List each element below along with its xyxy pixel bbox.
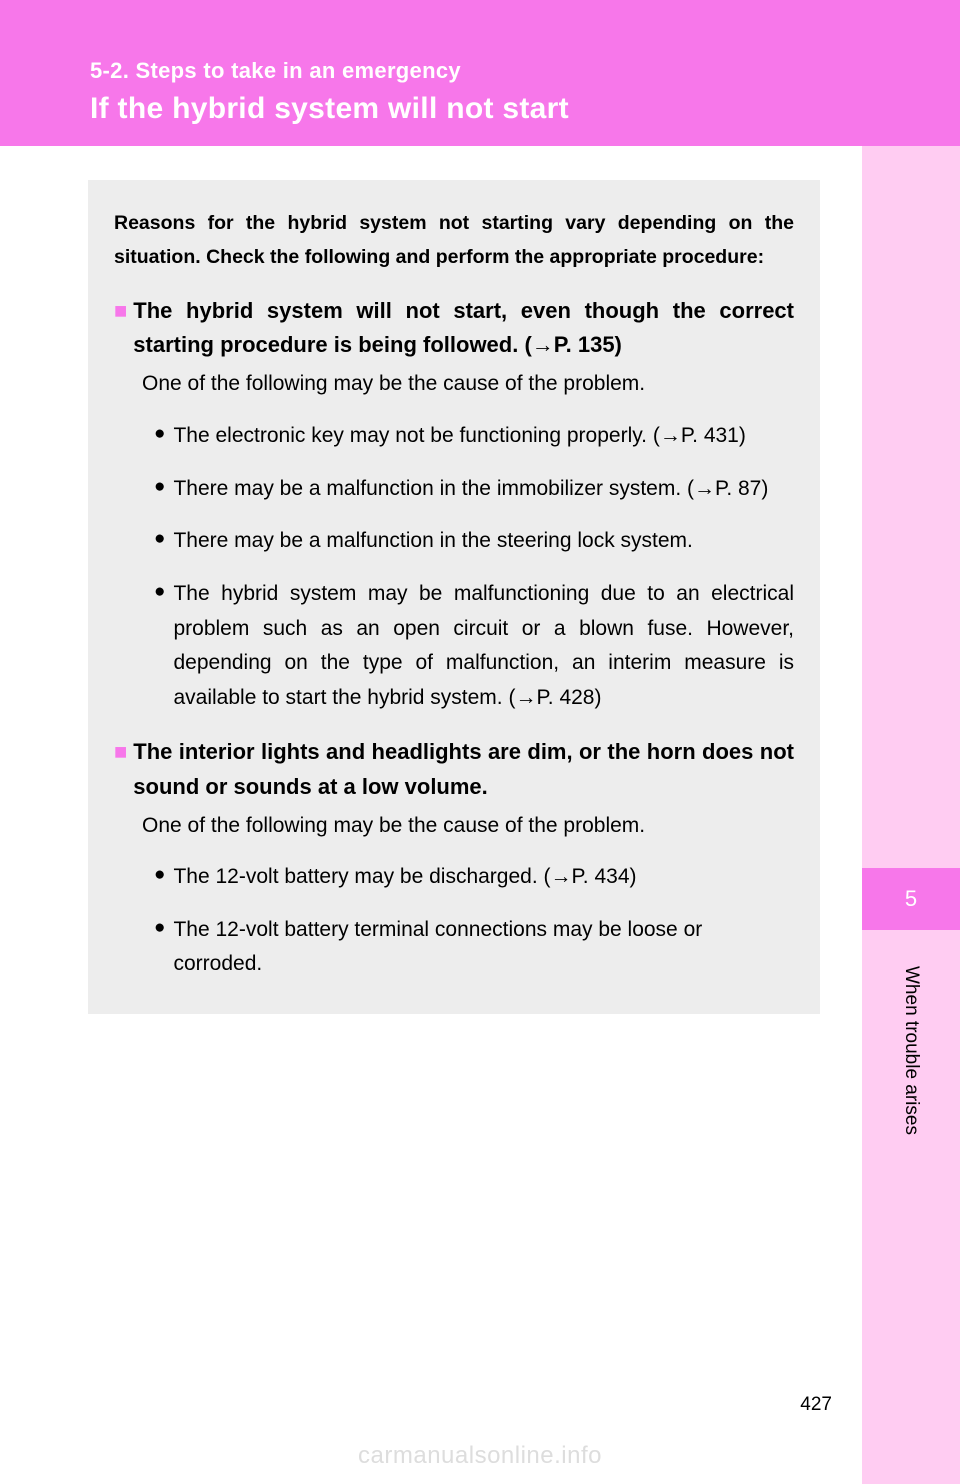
bullet-text: There may be a malfunction in the steeri…: [173, 524, 692, 559]
section-heading: The interior lights and headlights are d…: [114, 735, 794, 803]
bullet-item: The 12-volt battery terminal connections…: [154, 913, 794, 982]
heading-text-ref: P. 135): [554, 332, 622, 357]
disc-bullet-icon: [154, 524, 165, 554]
heading-text-pre: The hybrid system will not start, even t…: [133, 298, 794, 357]
page-header: 5-2. Steps to take in an emergency If th…: [0, 0, 960, 146]
bullet-item: The hybrid system may be malfunctioning …: [154, 577, 794, 716]
bullet-text: There may be a malfunction in the immobi…: [173, 472, 768, 507]
side-strip: [862, 146, 960, 1484]
disc-bullet-icon: [154, 472, 165, 502]
bullet-text-ref: P. 428): [536, 686, 601, 709]
disc-bullet-icon: [154, 913, 165, 943]
bullet-item: There may be a malfunction in the immobi…: [154, 472, 794, 507]
content-area: Reasons for the hybrid system not starti…: [0, 146, 862, 1484]
square-bullet-icon: [114, 735, 127, 769]
arrow-icon: [532, 332, 554, 357]
section-body: One of the following may be the cause of…: [142, 368, 794, 401]
bullet-text-pre: There may be a malfunction in the immobi…: [173, 477, 694, 500]
disc-bullet-icon: [154, 419, 165, 449]
bullet-item: There may be a malfunction in the steeri…: [154, 524, 794, 559]
section-heading: The hybrid system will not start, even t…: [114, 294, 794, 362]
page-number: 427: [800, 1394, 832, 1416]
page-title: If the hybrid system will not start: [90, 92, 960, 126]
bullet-text-ref: P. 431): [681, 424, 746, 447]
watermark-text: carmanualsonline.info: [358, 1442, 602, 1470]
arrow-icon: [660, 424, 681, 447]
section-heading-text: The hybrid system will not start, even t…: [133, 294, 794, 362]
manual-page: 5-2. Steps to take in an emergency If th…: [0, 0, 960, 1484]
disc-bullet-icon: [154, 577, 165, 607]
bullet-text: The electronic key may not be functionin…: [173, 419, 745, 454]
bullet-text: The hybrid system may be malfunctioning …: [173, 577, 794, 716]
section-label: 5-2. Steps to take in an emergency: [90, 58, 960, 84]
bullet-text-ref: P. 434): [572, 865, 637, 888]
bullet-text-pre: The hybrid system may be malfunctioning …: [173, 582, 794, 709]
arrow-icon: [694, 477, 715, 500]
chapter-tab: 5: [862, 868, 960, 930]
disc-bullet-icon: [154, 860, 165, 890]
bullet-text-pre: The 12-volt battery may be discharged. (: [173, 865, 550, 888]
intro-text: Reasons for the hybrid system not starti…: [114, 206, 794, 274]
square-bullet-icon: [114, 294, 127, 328]
bullet-text: The 12-volt battery terminal connections…: [173, 913, 794, 982]
section-body: One of the following may be the cause of…: [142, 810, 794, 843]
chapter-label: When trouble arises: [862, 960, 960, 1230]
bullet-text-pre: The electronic key may not be functionin…: [173, 424, 659, 447]
info-box: Reasons for the hybrid system not starti…: [88, 180, 820, 1014]
bullet-text: The 12-volt battery may be discharged. (…: [173, 860, 636, 895]
arrow-icon: [515, 686, 536, 709]
bullet-item: The 12-volt battery may be discharged. (…: [154, 860, 794, 895]
bullet-item: The electronic key may not be functionin…: [154, 419, 794, 454]
bullet-text-ref: P. 87): [715, 477, 768, 500]
arrow-icon: [551, 865, 572, 888]
section-heading-text: The interior lights and headlights are d…: [133, 735, 794, 803]
